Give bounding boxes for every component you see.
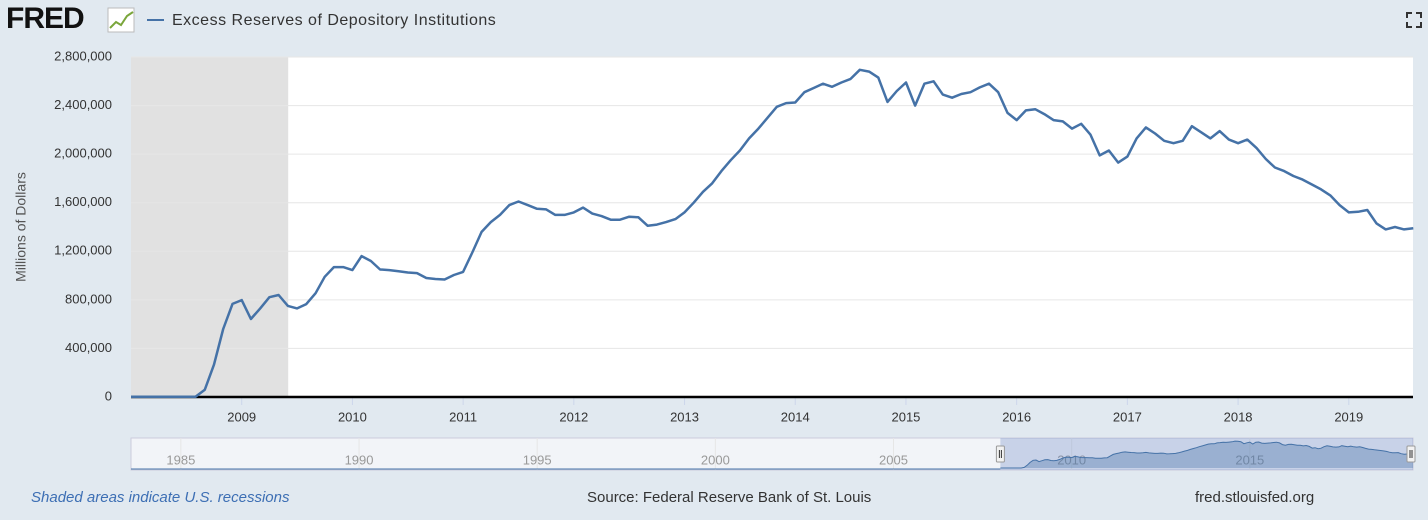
y-tick-label: 800,000 <box>65 291 112 306</box>
navigator-tick-label: 1985 <box>166 452 195 467</box>
y-tick-label: 2,400,000 <box>54 97 112 112</box>
navigator-selection[interactable] <box>1000 438 1413 470</box>
x-tick-label: 2009 <box>227 409 256 424</box>
navigator-tick-label: 2010 <box>1057 452 1086 467</box>
navigator-tick-label: 1990 <box>345 452 374 467</box>
y-tick-label: 0 <box>105 388 112 403</box>
recession-note: Shaded areas indicate U.S. recessions <box>31 489 290 506</box>
navigator-tick-label: 2000 <box>701 452 730 467</box>
site-link[interactable]: fred.stlouisfed.org <box>1195 489 1315 506</box>
recession-layer <box>131 57 289 397</box>
y-tick-label: 400,000 <box>65 340 112 355</box>
x-tick-label: 2018 <box>1224 409 1253 424</box>
x-tick-label: 2011 <box>449 409 477 424</box>
y-axis-title: Millions of Dollars <box>13 172 29 282</box>
navigator-tick-label: 2015 <box>1235 452 1264 467</box>
y-tick-label: 2,000,000 <box>54 146 112 161</box>
fullscreen-icon[interactable] <box>1406 12 1422 28</box>
y-tick-label: 2,800,000 <box>54 48 112 63</box>
y-tick-label: 1,600,000 <box>54 194 112 209</box>
series-line <box>131 68 1414 399</box>
navigator-handle[interactable] <box>995 445 1005 463</box>
plot-area <box>131 57 1413 397</box>
navigator-tick-label: 2005 <box>879 452 908 467</box>
x-tick-label: 2013 <box>670 409 699 424</box>
x-tick-label: 2012 <box>559 409 588 424</box>
x-tick-label: 2010 <box>338 409 367 424</box>
x-tick-label: 2016 <box>1002 409 1031 424</box>
logo-icon <box>107 7 135 33</box>
recession-band <box>131 57 289 397</box>
x-tick-label: 2014 <box>781 409 810 424</box>
chart-title: Excess Reserves of Depository Institutio… <box>172 12 496 29</box>
navigator-tick-label: 1995 <box>523 452 552 467</box>
x-tick-label: 2015 <box>891 409 920 424</box>
y-tick-label: 1,200,000 <box>54 243 112 258</box>
x-tick-label: 2019 <box>1334 409 1363 424</box>
navigator-handle[interactable] <box>1406 445 1416 463</box>
source: Source: Federal Reserve Bank of St. Loui… <box>587 489 872 506</box>
navigator-line <box>1000 440 1414 469</box>
logo: FRED <box>6 2 84 35</box>
navigator-area <box>1000 441 1414 468</box>
x-tick-label: 2017 <box>1113 409 1142 424</box>
